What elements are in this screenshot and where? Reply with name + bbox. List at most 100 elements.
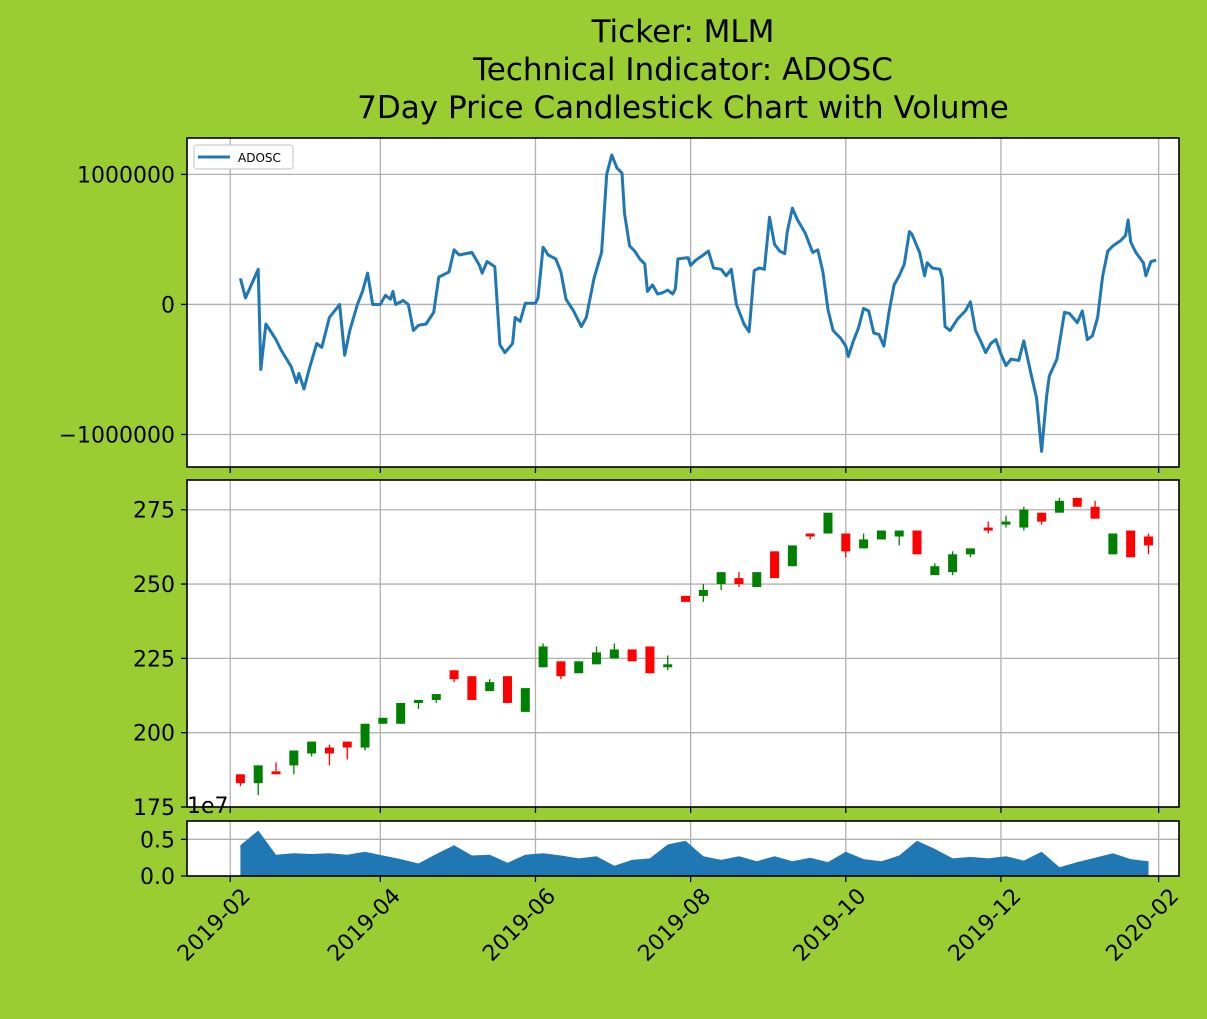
price-ytick-label-2: 225	[133, 647, 175, 672]
candle-body-45	[1037, 512, 1047, 522]
legend-label-adosc: ADOSC	[238, 151, 281, 165]
candle-4	[307, 741, 317, 757]
candle-32	[805, 533, 815, 540]
candle-body-47	[1072, 497, 1082, 507]
indicator-ytick-label-0: −1000000	[59, 423, 175, 448]
candle-body-8	[378, 717, 388, 724]
price-ytick-label-1: 200	[133, 722, 175, 747]
candle-28	[734, 572, 744, 588]
candle-body-51	[1143, 536, 1153, 546]
candle-body-27	[716, 572, 726, 585]
candle-39	[930, 563, 940, 576]
candle-body-44	[1019, 509, 1029, 528]
candle-36	[876, 530, 886, 540]
indicator-ytick-label-1: 0	[161, 293, 175, 318]
candle-0	[235, 774, 245, 787]
x-tick-label-1: 2019-04	[323, 884, 406, 967]
candle-body-14	[485, 682, 495, 692]
candle-15	[502, 676, 512, 703]
candle-16	[520, 688, 530, 712]
candle-body-20	[592, 652, 602, 665]
x-tick-label-2: 2019-06	[478, 884, 561, 967]
candle-50	[1126, 530, 1136, 558]
candle-body-16	[520, 688, 530, 712]
x-tick-label-3: 2019-08	[634, 884, 717, 967]
candle-51	[1143, 533, 1153, 555]
candle-46	[1054, 497, 1064, 513]
candle-19	[574, 661, 584, 674]
volume-border	[186, 820, 1180, 877]
candle-body-42	[983, 527, 993, 531]
indicator-ytick-label-2: 1000000	[77, 163, 175, 188]
candle-38	[912, 530, 922, 555]
candle-21	[609, 643, 619, 659]
candle-45	[1037, 512, 1047, 525]
candle-body-34	[841, 533, 851, 552]
candle-44	[1019, 506, 1029, 531]
indicator-border	[186, 137, 1180, 468]
candle-41	[965, 548, 975, 558]
x-tick-label-4: 2019-10	[789, 884, 872, 967]
chart-title-line-2: Technical Indicator: ADOSC	[473, 52, 893, 88]
candle-23	[645, 646, 655, 674]
x-tick-label-0: 2019-02	[173, 884, 256, 967]
candle-body-26	[698, 589, 708, 596]
volume-ytick-label-0: 0.0	[140, 865, 175, 890]
candle-body-0	[235, 774, 245, 784]
candle-11	[431, 694, 441, 703]
candle-body-17	[538, 646, 548, 668]
candle-body-19	[574, 661, 584, 674]
candle-42	[983, 521, 993, 534]
candle-body-29	[752, 572, 762, 588]
candle-10	[413, 699, 423, 709]
candle-body-18	[556, 661, 566, 677]
candle-14	[485, 679, 495, 692]
x-axis: 2019-02 2019-04 2019-06 2019-08 2019-10 2019-…	[173, 884, 1184, 967]
candle-24	[663, 655, 673, 671]
candle-body-10	[413, 699, 423, 703]
candle-9	[396, 702, 406, 724]
candle-body-40	[948, 554, 958, 573]
candle-body-50	[1126, 530, 1136, 558]
indicator-background	[187, 138, 1179, 467]
candle-body-33	[823, 512, 833, 534]
candle-17	[538, 643, 548, 668]
candle-body-25	[681, 595, 691, 602]
volume-area	[240, 830, 1149, 876]
indicator-legend: ADOSC	[193, 144, 294, 170]
indicator-panel: −1000000 0 1000000 ADOSC	[59, 137, 1180, 473]
candle-30	[770, 551, 780, 579]
candle-body-4	[307, 741, 317, 754]
x-tick-label-5: 2019-12	[944, 884, 1027, 967]
candle-22	[627, 649, 637, 662]
candle-body-1	[253, 765, 263, 784]
candle-7	[360, 723, 370, 751]
chart-title-line-3: 7Day Price Candlestick Chart with Volume	[357, 90, 1009, 126]
candle-body-43	[1001, 521, 1011, 525]
candle-body-22	[627, 649, 637, 662]
candle-25	[681, 595, 691, 602]
candle-26	[698, 584, 708, 602]
candle-body-49	[1108, 533, 1118, 555]
candle-33	[823, 512, 833, 534]
candle-body-12	[449, 670, 459, 680]
x-tick-label-6: 2020-02	[1102, 884, 1185, 967]
candle-49	[1108, 533, 1118, 555]
candle-body-36	[876, 530, 886, 540]
candle-body-31	[787, 545, 797, 567]
candle-40	[948, 551, 958, 576]
candle-body-7	[360, 723, 370, 748]
price-ytick-label-0: 175	[133, 796, 175, 821]
candle-8	[378, 717, 388, 724]
candle-5	[324, 744, 334, 766]
candle-body-37	[894, 530, 904, 537]
volume-offset-label: 1e7	[187, 794, 229, 819]
candle-31	[787, 545, 797, 567]
candle-body-48	[1090, 506, 1100, 519]
candle-body-46	[1054, 500, 1064, 513]
candle-body-15	[502, 676, 512, 703]
candle-43	[1001, 515, 1011, 528]
candle-body-21	[609, 649, 619, 659]
